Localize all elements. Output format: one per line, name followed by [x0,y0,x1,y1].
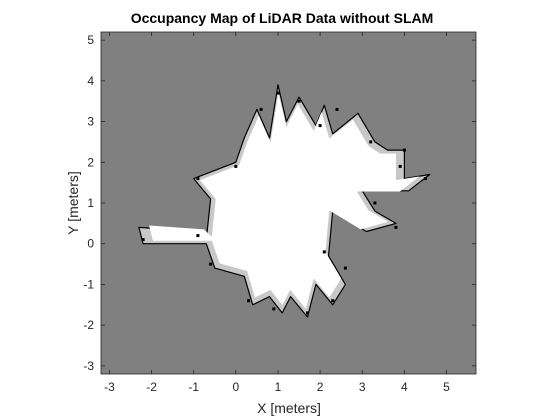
occupied-cell [398,164,402,168]
occupied-cell [331,299,335,303]
occupied-cell [322,250,326,254]
y-axis-label: Y [meters] [65,171,81,235]
x-tick-label: 4 [401,380,408,394]
x-axis: -3 -2 -1 0 1 2 3 4 5 [104,32,450,394]
x-axis-label: X [meters] [257,400,321,416]
y-tick-label: 4 [87,74,94,88]
occupied-cell [196,177,200,181]
free-space-region [149,93,420,309]
occupied-cell [209,262,213,266]
x-tick-label: 3 [359,380,366,394]
occupied-cell [369,140,373,144]
occupied-cell [259,107,263,111]
occupied-cell [423,177,427,181]
occupied-cell [272,307,276,311]
occupied-cell [373,201,377,205]
occupied-cell [297,99,301,103]
plot-area [100,31,477,375]
y-tick-label: -1 [83,277,94,291]
x-tick-label: -2 [146,380,157,394]
x-tick-label: -3 [104,380,115,394]
y-tick-label: 5 [87,33,94,47]
occupied-cell [335,107,339,111]
occupancy-layer [138,84,431,318]
y-tick-label: 1 [87,196,94,210]
y-tick-label: -3 [83,359,94,373]
occupied-cell [306,311,309,315]
occupied-cell [394,225,398,229]
x-tick-label: 2 [317,380,324,394]
occupied-cell [402,148,406,152]
x-tick-label: 5 [443,380,450,394]
occupied-cell [318,124,322,128]
occupied-cell [247,299,250,303]
y-axis: 5 4 3 2 1 0 -1 -2 -3 [83,33,476,373]
occupied-cell [276,91,280,95]
occupied-cell [196,234,200,238]
occupied-cell [343,266,347,270]
y-tick-label: 3 [87,115,94,129]
x-tick-label: 1 [275,380,282,394]
occupied-cell [141,238,145,242]
chart-title: Occupancy Map of LiDAR Data without SLAM [131,10,434,26]
x-tick-label: -1 [188,380,199,394]
y-tick-label: 2 [87,155,94,169]
y-tick-label: -2 [83,318,94,332]
x-tick-label: 0 [232,380,239,394]
y-tick-label: 0 [87,237,94,251]
occupied-cell [234,164,238,168]
